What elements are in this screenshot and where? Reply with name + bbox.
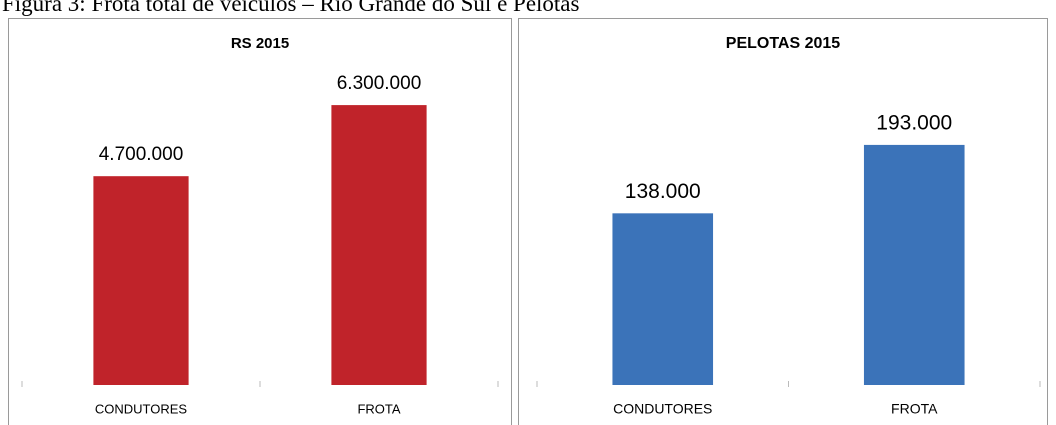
value-label: 138.000 bbox=[625, 180, 701, 203]
x-tick-label: FROTA bbox=[357, 401, 400, 416]
bar bbox=[863, 144, 965, 385]
chart-frame bbox=[8, 18, 512, 425]
bar bbox=[331, 105, 427, 385]
x-tick-label: FROTA bbox=[891, 401, 938, 417]
bar bbox=[93, 176, 189, 385]
chart-title: RS 2015 bbox=[231, 35, 289, 52]
chart-frame bbox=[518, 18, 1048, 425]
value-label: 4.700.000 bbox=[99, 144, 184, 165]
figure-caption: Figura 3: Frota total de veículos – Rio … bbox=[2, 0, 580, 16]
chart-title: PELOTAS 2015 bbox=[726, 35, 841, 52]
x-tick-label: CONDUTORES bbox=[95, 401, 188, 416]
x-tick-label: CONDUTORES bbox=[613, 401, 712, 417]
bar bbox=[612, 213, 714, 385]
value-label: 6.300.000 bbox=[337, 73, 422, 94]
value-label: 193.000 bbox=[876, 111, 952, 134]
